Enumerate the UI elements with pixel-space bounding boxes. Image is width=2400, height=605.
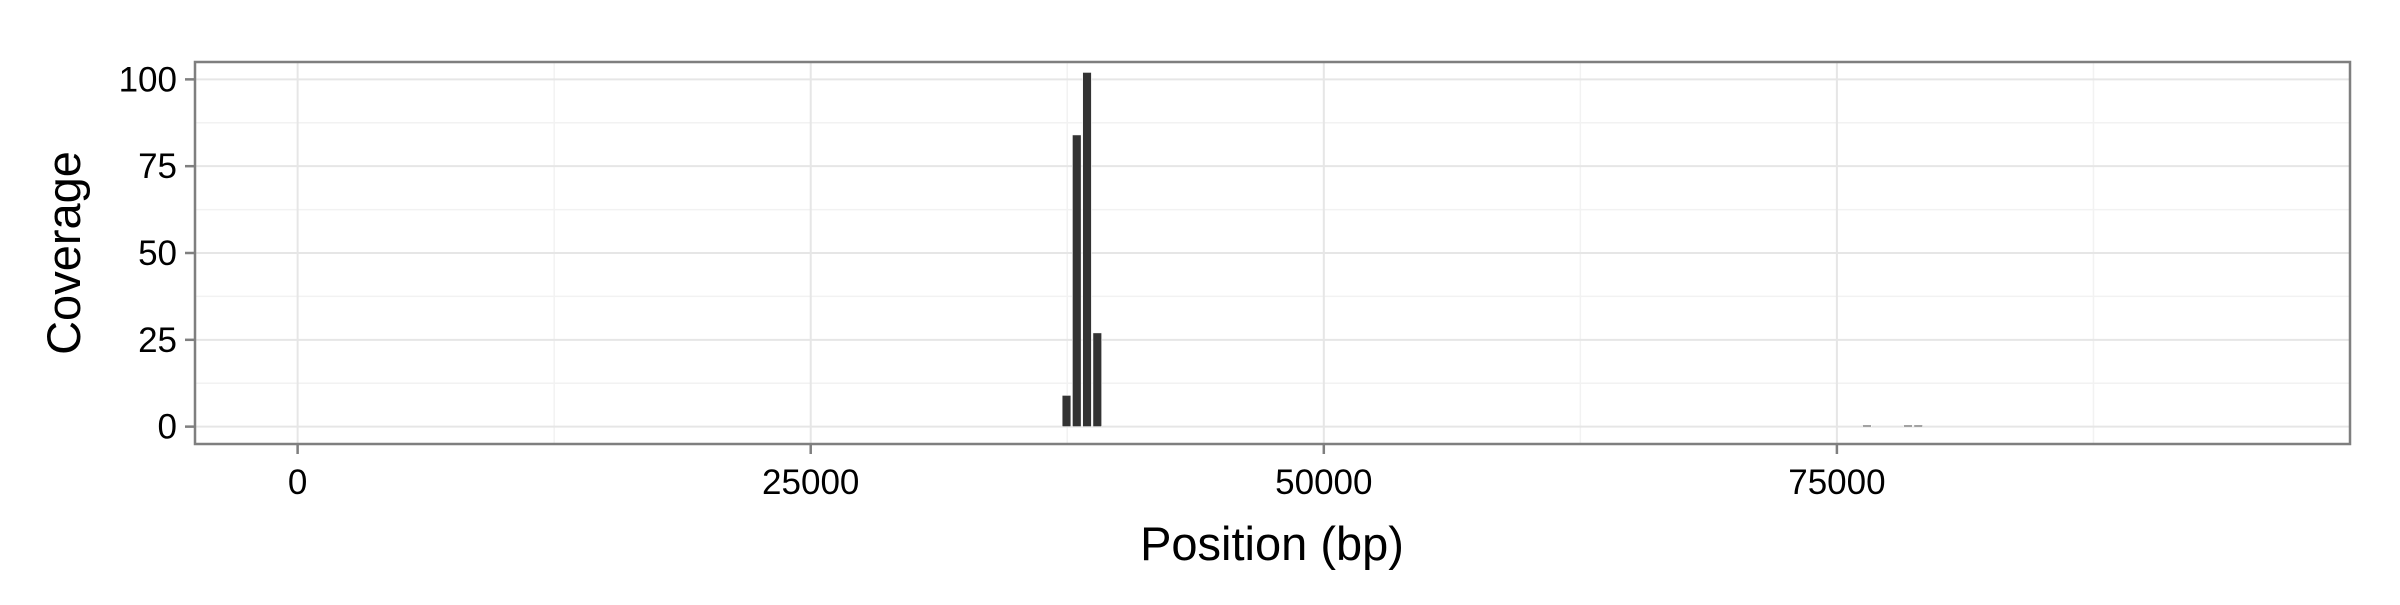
x-tick-label: 50000 xyxy=(1275,463,1372,502)
coverage-bar xyxy=(1061,395,1072,427)
axis-layer: 0 25000 50000 75000 0 25 50 75 100 xyxy=(119,60,1886,502)
coverage-bar xyxy=(1092,332,1102,427)
coverage-bar xyxy=(1862,424,1872,428)
x-tick-label: 25000 xyxy=(762,463,859,502)
y-axis-title: Coverage xyxy=(37,151,90,355)
x-tick-label: 75000 xyxy=(1788,463,1885,502)
y-tick-label: 50 xyxy=(138,234,177,273)
bar-layer xyxy=(1061,72,1923,428)
x-axis-title: Position (bp) xyxy=(1140,517,1404,570)
coverage-bar xyxy=(1072,134,1082,427)
coverage-bar xyxy=(1903,424,1913,428)
y-tick-label: 75 xyxy=(138,147,177,186)
y-tick-label: 0 xyxy=(158,408,177,447)
x-tick-label: 0 xyxy=(288,463,307,502)
grid-layer xyxy=(195,62,2350,444)
y-tick-label: 25 xyxy=(138,321,177,360)
y-tick-label: 100 xyxy=(119,60,177,99)
coverage-bar xyxy=(1913,424,1923,428)
coverage-bar xyxy=(1082,72,1092,427)
